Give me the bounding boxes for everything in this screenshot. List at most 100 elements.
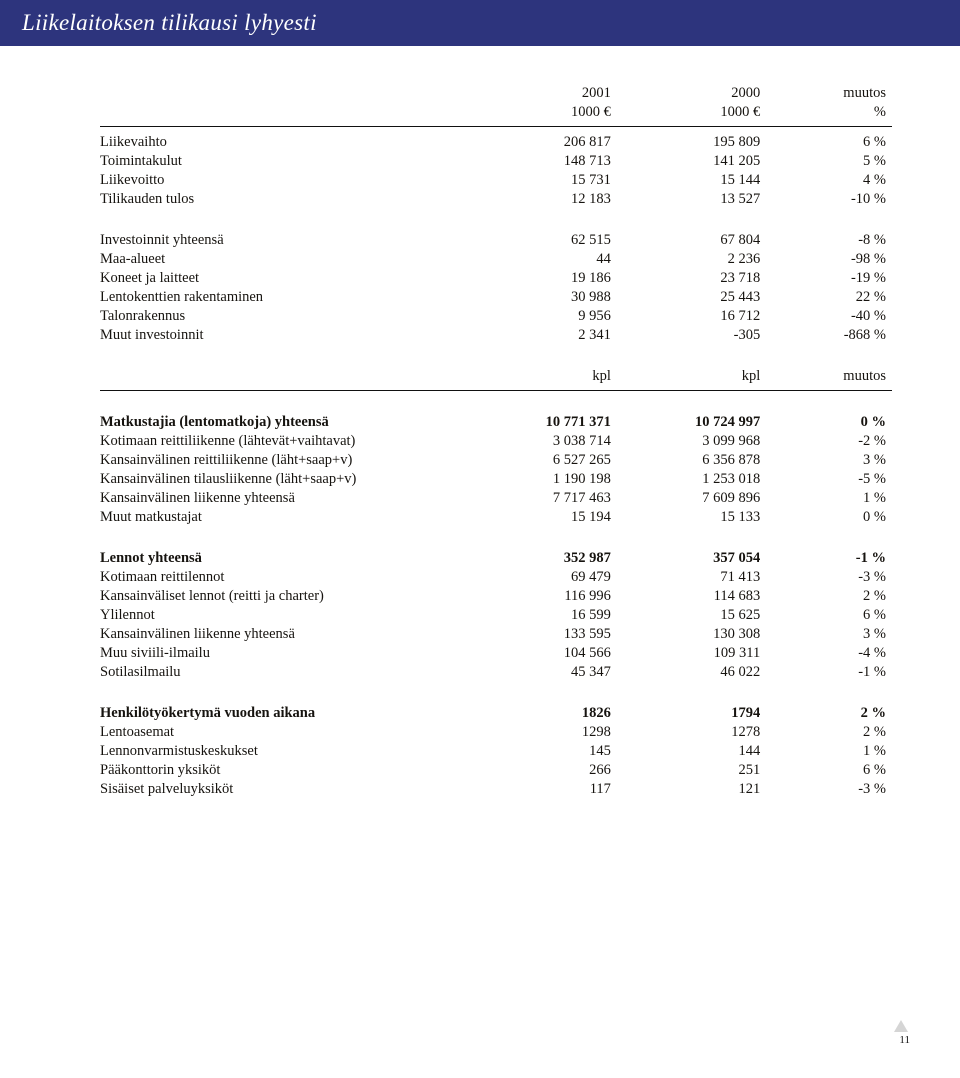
table-row: Lentoasemat129812782 %	[100, 723, 892, 742]
row-val-a: 206 817	[462, 133, 611, 152]
row-val-b: 114 683	[611, 587, 760, 606]
row-val-c: 2 %	[760, 704, 892, 723]
row-label: Pääkonttorin yksiköt	[100, 761, 462, 780]
row-val-a: 15 194	[462, 508, 611, 527]
row-val-b: 2 236	[611, 250, 760, 269]
row-val-b: 13 527	[611, 190, 760, 209]
table-row: Koneet ja laitteet19 18623 718-19 %	[100, 269, 892, 288]
col-change: muutos	[760, 84, 892, 103]
row-val-a: 19 186	[462, 269, 611, 288]
row-label: Sisäiset palveluyksiköt	[100, 780, 462, 799]
row-val-a: 12 183	[462, 190, 611, 209]
row-val-b: 109 311	[611, 644, 760, 663]
row-val-b: 23 718	[611, 269, 760, 288]
row-label: Kotimaan reittiliikenne (lähtevät+vaihta…	[100, 432, 462, 451]
row-label: Maa-alueet	[100, 250, 462, 269]
row-val-c: 2 %	[760, 587, 892, 606]
section-flights: Lennot yhteensä352 987357 054-1 %Kotimaa…	[100, 549, 892, 682]
row-val-a: 7 717 463	[462, 489, 611, 508]
row-val-b: 71 413	[611, 568, 760, 587]
row-val-b: 16 712	[611, 307, 760, 326]
row-val-b: 251	[611, 761, 760, 780]
row-val-a: 266	[462, 761, 611, 780]
table-row: Kansainväliset lennot (reitti ja charter…	[100, 587, 892, 606]
row-label: Lentokenttien rakentaminen	[100, 288, 462, 307]
row-label: Matkustajia (lentomatkoja) yhteensä	[100, 413, 462, 432]
row-val-c: 1 %	[760, 742, 892, 761]
table-row: Liikevoitto15 73115 1444 %	[100, 171, 892, 190]
rule	[100, 126, 892, 127]
row-val-c: -2 %	[760, 432, 892, 451]
section-financials: Liikevaihto206 817195 8096 %Toimintakulu…	[100, 133, 892, 209]
row-val-b: 121	[611, 780, 760, 799]
row-val-a: 44	[462, 250, 611, 269]
row-val-a: 30 988	[462, 288, 611, 307]
row-label: Liikevaihto	[100, 133, 462, 152]
table-row: Kansainvälinen reittiliikenne (läht+saap…	[100, 451, 892, 470]
table-row: Sisäiset palveluyksiköt117121-3 %	[100, 780, 892, 799]
table-row: Lennot yhteensä352 987357 054-1 %	[100, 549, 892, 568]
row-val-c: -1 %	[760, 549, 892, 568]
table-row: Talonrakennus9 95616 712-40 %	[100, 307, 892, 326]
row-val-a: 45 347	[462, 663, 611, 682]
row-val-b: 357 054	[611, 549, 760, 568]
row-val-c: -8 %	[760, 231, 892, 250]
row-label: Sotilasilmailu	[100, 663, 462, 682]
table-row: Sotilasilmailu45 34746 022-1 %	[100, 663, 892, 682]
row-val-c: 4 %	[760, 171, 892, 190]
row-val-c: -19 %	[760, 269, 892, 288]
row-val-c: 22 %	[760, 288, 892, 307]
col-unit-1: 1000 €	[462, 103, 611, 122]
row-val-b: 15 625	[611, 606, 760, 625]
table-row: Lentokenttien rakentaminen30 98825 44322…	[100, 288, 892, 307]
row-val-b: -305	[611, 326, 760, 345]
col-kpl-2: kpl	[611, 367, 760, 386]
row-label: Muut investoinnit	[100, 326, 462, 345]
row-val-b: 7 609 896	[611, 489, 760, 508]
row-val-c: -3 %	[760, 780, 892, 799]
row-val-c: -98 %	[760, 250, 892, 269]
table-row: Muut investoinnit2 341-305-868 %	[100, 326, 892, 345]
row-label: Koneet ja laitteet	[100, 269, 462, 288]
row-val-b: 1278	[611, 723, 760, 742]
row-val-a: 1826	[462, 704, 611, 723]
row-val-a: 1 190 198	[462, 470, 611, 489]
row-val-b: 1 253 018	[611, 470, 760, 489]
page-ornament-icon	[894, 1020, 908, 1032]
row-val-c: 0 %	[760, 413, 892, 432]
col-unit-2: 1000 €	[611, 103, 760, 122]
page-title: Liikelaitoksen tilikausi lyhyesti	[0, 0, 960, 46]
table-row: Muut matkustajat15 19415 1330 %	[100, 508, 892, 527]
col-kpl-change: muutos	[760, 367, 892, 386]
table-row: Kansainvälinen tilausliikenne (läht+saap…	[100, 470, 892, 489]
row-val-a: 148 713	[462, 152, 611, 171]
row-val-b: 25 443	[611, 288, 760, 307]
row-val-b: 141 205	[611, 152, 760, 171]
table-row: Kotimaan reittiliikenne (lähtevät+vaihta…	[100, 432, 892, 451]
table-row: Lennonvarmistuskeskukset1451441 %	[100, 742, 892, 761]
table-row: Muu siviili-ilmailu104 566109 311-4 %	[100, 644, 892, 663]
row-val-b: 195 809	[611, 133, 760, 152]
page: Liikelaitoksen tilikausi lyhyesti 2001 2…	[0, 0, 960, 1078]
table-row: Kotimaan reittilennot69 47971 413-3 %	[100, 568, 892, 587]
page-number: 11	[899, 1034, 910, 1046]
row-val-a: 3 038 714	[462, 432, 611, 451]
row-label: Talonrakennus	[100, 307, 462, 326]
row-val-b: 130 308	[611, 625, 760, 644]
row-val-b: 1794	[611, 704, 760, 723]
row-val-b: 67 804	[611, 231, 760, 250]
row-val-a: 9 956	[462, 307, 611, 326]
table-row: Investoinnit yhteensä62 51567 804-8 %	[100, 231, 892, 250]
row-val-a: 6 527 265	[462, 451, 611, 470]
row-label: Henkilötyökertymä vuoden aikana	[100, 704, 462, 723]
row-val-c: -5 %	[760, 470, 892, 489]
row-val-b: 15 144	[611, 171, 760, 190]
table-row: Kansainvälinen liikenne yhteensä7 717 46…	[100, 489, 892, 508]
row-label: Toimintakulut	[100, 152, 462, 171]
row-label: Liikevoitto	[100, 171, 462, 190]
row-val-c: 3 %	[760, 451, 892, 470]
row-val-a: 352 987	[462, 549, 611, 568]
rule	[100, 390, 892, 391]
row-val-a: 1298	[462, 723, 611, 742]
row-label: Kansainvälinen tilausliikenne (läht+saap…	[100, 470, 462, 489]
